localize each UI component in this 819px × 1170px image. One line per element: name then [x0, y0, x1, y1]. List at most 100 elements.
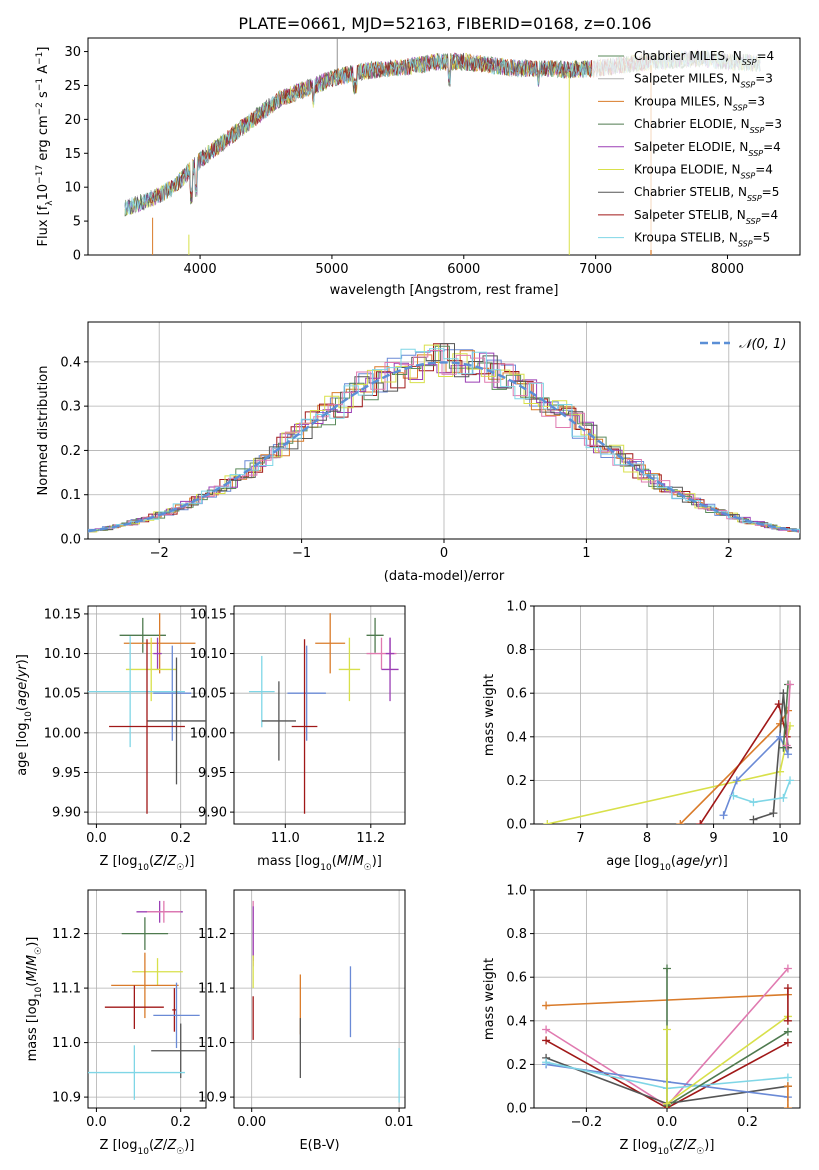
x-tick-label: 0.2: [737, 1115, 758, 1130]
x-tick-label: 8: [643, 831, 651, 846]
error-bar: [147, 900, 181, 923]
y-tick-label: 25: [64, 79, 81, 94]
weight-marker: [542, 1058, 551, 1067]
weight-marker: [676, 820, 685, 824]
y-tick-label: 0.2: [506, 774, 527, 789]
x-tick-label: 10: [772, 831, 789, 846]
weight-line: [679, 710, 789, 824]
x-axis-label: E(B-V): [299, 1138, 339, 1153]
weight-marker: [779, 793, 788, 802]
error-bar: [287, 645, 326, 741]
x-tick-label: 11.0: [271, 831, 300, 846]
weight-marker: [783, 1104, 792, 1108]
x-tick-label: 9: [709, 831, 717, 846]
weight-line: [666, 1015, 789, 1105]
legend-label: Salpeter MILES, NSSP=3: [634, 72, 773, 90]
y-tick-label: 11.0: [198, 1036, 227, 1051]
y-tick-label: 10: [64, 181, 81, 196]
y-tick-label: 11.1: [52, 982, 81, 997]
legend-label: 𝒩(0, 1): [739, 337, 786, 352]
y-tick-label: 20: [64, 113, 81, 128]
y-tick-label: 10.00: [44, 726, 81, 741]
normal-reference-curve: [88, 361, 798, 533]
weight-series: [663, 1025, 671, 1108]
weight-marker: [776, 732, 785, 741]
x-axis-label: Z [log10(Z/Z☉)]: [620, 1138, 715, 1157]
error-bar: [366, 617, 384, 653]
error-bar: [261, 681, 296, 761]
y-tick-label: 10.9: [198, 1091, 227, 1106]
y-axis-label: mass weight: [482, 958, 497, 1040]
weight-lines: [543, 680, 795, 824]
legend-label: Kroupa STELIB, NSSP=5: [634, 231, 770, 249]
axes-frame: [87, 605, 207, 825]
weight-marker: [543, 820, 552, 824]
weight-series: [719, 732, 793, 820]
legend-label: Chabrier STELIB, NSSP=5: [634, 185, 779, 203]
weight-marker: [732, 776, 741, 785]
weight-series: [783, 984, 792, 1025]
y-tick-label: 11.1: [198, 982, 227, 997]
x-axis-label: wavelength [Angstrom, rest frame]: [330, 283, 559, 298]
error-bar: [123, 613, 196, 674]
error-bar: [315, 613, 346, 674]
legend-label: Kroupa ELODIE, NSSP=4: [634, 163, 773, 181]
weight-line: [785, 684, 791, 746]
legend-box: [592, 42, 796, 250]
y-tick-label: 10.15: [44, 607, 81, 622]
error-bar: [132, 958, 183, 986]
y-tick-label: 10.9: [52, 1091, 81, 1106]
x-tick-label: 0.2: [170, 831, 191, 846]
mass_vs_EBV-panel: 0.00 0.01 10.9 11.0 11.1 11.2 E(B-V): [198, 889, 414, 1153]
axes-frame: [87, 37, 801, 256]
weight-marker: [783, 964, 792, 973]
weight-series: [696, 700, 791, 824]
y-tick-label: 0.1: [60, 488, 81, 503]
axes-frame: [233, 889, 406, 1109]
x-tick-label: 0.01: [385, 1115, 414, 1130]
y-tick-label: 0.3: [60, 400, 81, 415]
weight-line: [733, 780, 791, 804]
weight-marker: [783, 1038, 792, 1047]
y-tick-label: 10.10: [44, 647, 81, 662]
histogram-series: [88, 343, 800, 533]
x-tick-label: 0.00: [237, 1115, 266, 1130]
weight-series: [782, 680, 795, 750]
error-bar: [153, 645, 192, 741]
x-tick-label: 0.2: [170, 1115, 191, 1130]
weight-marker: [769, 809, 778, 818]
y-axis-label: mass weight: [482, 674, 497, 756]
legend: 𝒩(0, 1): [700, 337, 786, 352]
histogram-series: [88, 350, 800, 533]
weight-line: [782, 684, 789, 748]
x-tick-label: 0: [440, 546, 448, 561]
weight-series: [729, 776, 795, 807]
legend-label: Salpeter ELODIE, NSSP=4: [634, 140, 781, 158]
error-bar: [88, 636, 185, 748]
weight-marker: [786, 680, 795, 689]
x-tick-label: 2: [725, 546, 733, 561]
weight-marker: [784, 750, 793, 759]
y-axis-label: mass [log10(M/M☉)]: [25, 937, 44, 1062]
weight-marker: [663, 964, 671, 973]
y-tick-label: 15: [64, 147, 81, 162]
weight-line: [547, 725, 791, 824]
y-axis-label: Flux [fλ10−17 erg cm−2 s−1 A−1]: [35, 47, 55, 247]
error-bar: [172, 988, 177, 1032]
y-tick-label: 11.2: [52, 927, 81, 942]
weight-marker: [749, 798, 758, 807]
y-tick-label: 11.2: [198, 927, 227, 942]
y-tick-label: 10.15: [190, 607, 227, 622]
error-bar: [248, 655, 275, 728]
error-bar: [151, 1023, 206, 1079]
y-tick-label: 9.90: [52, 806, 81, 821]
error-bar: [338, 637, 361, 702]
error-bar: [88, 1045, 185, 1100]
weight-marker: [542, 1036, 551, 1045]
x-tick-label: 7000: [579, 262, 612, 277]
error-bars: [248, 613, 399, 814]
y-tick-label: 0.8: [506, 643, 527, 658]
weight-marker: [542, 1001, 551, 1010]
x-tick-label: 1: [582, 546, 590, 561]
